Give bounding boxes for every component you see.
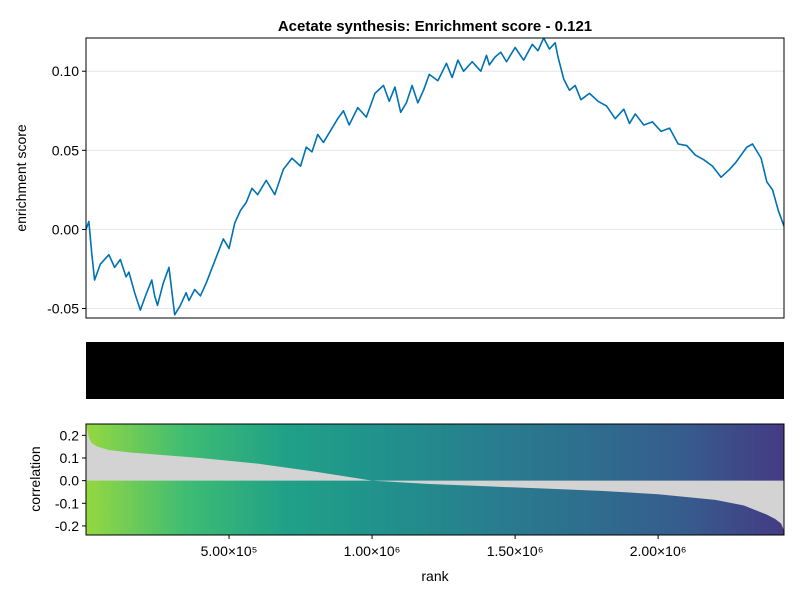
barcode-panel	[86, 342, 784, 399]
barcode-block	[86, 342, 784, 399]
x-axis-label: rank	[421, 568, 449, 584]
bottom-y-tick-label: 0.2	[60, 427, 80, 443]
bottom-x-ticks: 5.00×10⁵ 1.00×10⁶ 1.50×10⁶ 2.00×10⁶	[201, 535, 687, 559]
top-grid	[86, 70, 784, 310]
bottom-y-tick-label: -0.1	[55, 495, 79, 511]
x-tick-label: 1.00×10⁶	[344, 543, 401, 559]
enrichment-line-group	[86, 38, 784, 316]
top-y-tick-label: -0.05	[47, 301, 79, 317]
x-tick-label: 2.00×10⁶	[630, 543, 687, 559]
bottom-panel-frame	[85, 423, 785, 536]
x-tick-label: 1.50×10⁶	[487, 543, 544, 559]
enrichment-score-line	[86, 38, 784, 316]
top-y-tick-label: 0.00	[52, 221, 79, 237]
bottom-y-tick-label: -0.2	[55, 518, 79, 534]
bottom-y-ticks: -0.2 -0.1 0.0 0.1 0.2	[55, 427, 86, 534]
top-y-tick-label: 0.05	[52, 142, 79, 158]
bottom-y-tick-label: 0.0	[60, 473, 80, 489]
top-y-axis-label: enrichment score	[13, 124, 29, 232]
top-y-ticks: -0.05 0.00 0.05 0.10	[47, 63, 86, 317]
x-tick-label: 5.00×10⁵	[201, 543, 258, 559]
bottom-y-axis-label: correlation	[27, 446, 43, 511]
chart-title: Acetate synthesis: Enrichment score - 0.…	[278, 18, 592, 35]
top-panel-frame	[85, 37, 785, 319]
bottom-y-tick-label: 0.1	[60, 450, 80, 466]
correlation-panel: -0.2 -0.1 0.0 0.1 0.2 5.00×10⁵ 1.00×10⁶ 1.50×1…	[27, 423, 785, 584]
enrichment-score-panel: Acetate synthesis: Enrichment score - 0.…	[13, 18, 785, 319]
correlation-area	[86, 424, 784, 531]
top-y-tick-label: 0.10	[52, 63, 79, 79]
